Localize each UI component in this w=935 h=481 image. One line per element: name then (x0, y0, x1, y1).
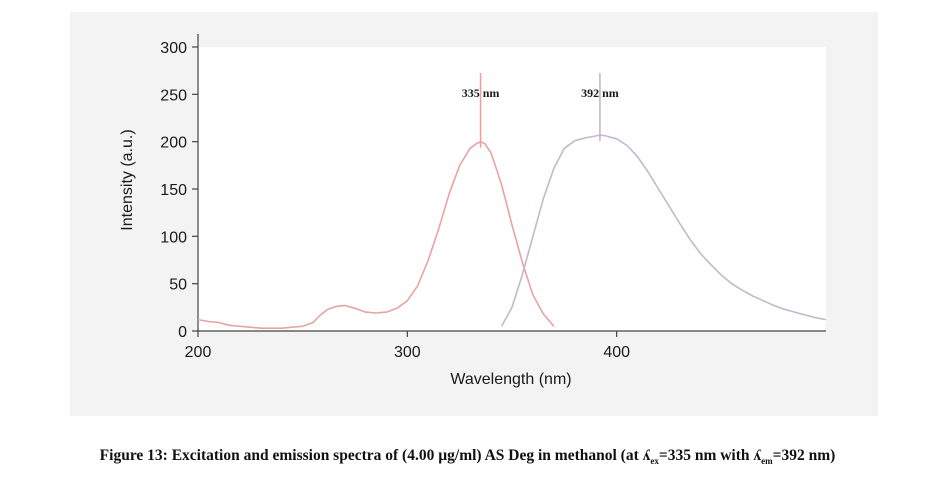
y-tick-label: 250 (160, 87, 187, 104)
y-tick-label: 200 (160, 135, 187, 152)
x-axis-title: Wavelength (nm) (450, 371, 571, 388)
caption-mid: =335 nm with (658, 447, 754, 464)
series-layer (197, 134, 827, 329)
figure-panel: 0 50 100 150 200 250 300 200 300 400 335 nm 392 nm… (70, 12, 878, 416)
y-tick-label: 100 (160, 229, 187, 246)
annotation-layer: 335 nm 392 nm (462, 73, 619, 148)
plot-area (198, 47, 826, 331)
x-tick-label: 300 (394, 344, 421, 361)
caption-lambda-ex: ʎ (642, 447, 651, 464)
caption-lambda-em: ʎ (753, 447, 762, 464)
y-tick-label: 50 (169, 277, 187, 294)
series-line-2 (500, 134, 827, 327)
spectra-chart: 0 50 100 150 200 250 300 200 300 400 335 nm 392 nm… (119, 34, 827, 388)
caption-tail: =392 nm) (772, 447, 836, 464)
y-axis-title: Intensity (a.u.) (119, 129, 136, 230)
x-tick-label: 200 (185, 344, 212, 361)
y-tick-label: 150 (160, 182, 187, 199)
peak-label: 335 nm (462, 86, 500, 100)
y-tick-label: 0 (178, 324, 187, 341)
caption-sub-ex: ex (650, 456, 659, 467)
caption-sub-em: em (761, 456, 773, 467)
peak-label: 392 nm (581, 86, 619, 100)
y-tick-label: 300 (160, 40, 187, 57)
caption-lead: Figure 13: Excitation and emission spect… (99, 447, 643, 464)
series-line-1 (197, 140, 555, 329)
axes: 0 50 100 150 200 250 300 200 300 400 (160, 34, 826, 361)
figure-caption: Figure 13: Excitation and emission spect… (0, 447, 935, 466)
x-tick-label: 400 (603, 344, 630, 361)
